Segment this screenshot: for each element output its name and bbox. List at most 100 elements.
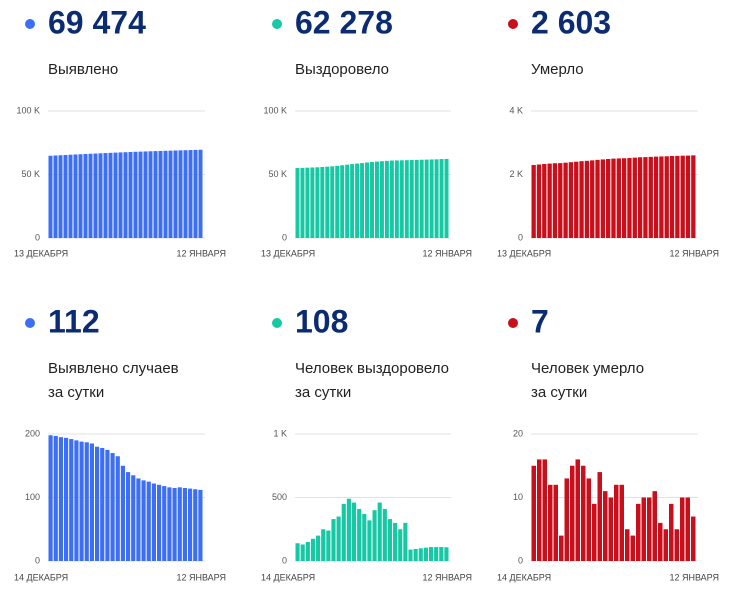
y-tick-label: 2 K <box>509 169 523 179</box>
bar <box>93 153 98 238</box>
x-tick-label: 14 ДЕКАБРЯ <box>261 572 315 582</box>
bar <box>669 503 674 561</box>
bar <box>444 158 449 238</box>
bar <box>118 152 123 238</box>
bar <box>335 165 340 238</box>
y-tick-label: 0 <box>35 232 40 242</box>
x-tick-label: 12 ЯНВАРЯ <box>176 248 226 258</box>
bar <box>579 161 584 238</box>
bar <box>178 150 183 238</box>
bar <box>659 156 664 238</box>
subtitle: за сутки <box>295 384 351 401</box>
x-tick-label: 13 ДЕКАБРЯ <box>497 248 551 258</box>
y-tick-label: 200 <box>25 428 40 438</box>
bar <box>89 443 94 561</box>
subtitle: Человек выздоровело <box>295 360 449 377</box>
bar <box>63 154 68 238</box>
bar <box>581 465 586 561</box>
bar <box>131 475 136 561</box>
bar <box>664 156 669 238</box>
bar <box>316 535 321 561</box>
y-tick-label: 100 K <box>16 105 40 115</box>
bar <box>404 160 409 238</box>
bar <box>636 503 641 561</box>
y-tick-label: 0 <box>518 232 523 242</box>
bar <box>153 151 158 238</box>
bar <box>637 157 643 238</box>
subtitle: Умерло <box>531 61 584 78</box>
y-tick-label: 0 <box>282 555 287 565</box>
bar <box>310 167 315 238</box>
bar <box>586 478 591 561</box>
subtitle: Выздоровело <box>295 61 389 78</box>
bar <box>295 543 300 561</box>
y-tick-label: 50 K <box>21 169 40 179</box>
bar <box>177 487 182 561</box>
bar <box>606 159 611 238</box>
bar <box>630 535 635 561</box>
bar <box>641 497 646 561</box>
bar <box>146 481 151 561</box>
bar <box>74 440 79 561</box>
bar <box>370 162 374 238</box>
bar <box>403 522 408 561</box>
bar <box>600 159 606 238</box>
subtitle: Выявлено <box>48 61 118 78</box>
bar <box>53 155 58 238</box>
y-tick-label: 4 K <box>509 105 523 115</box>
bar <box>647 497 652 561</box>
bar <box>372 510 377 561</box>
bar <box>419 159 424 238</box>
bar <box>98 153 103 238</box>
total-value: 7 <box>531 303 549 339</box>
bar <box>614 484 619 561</box>
bar <box>632 157 637 238</box>
bar <box>675 155 680 238</box>
bar <box>162 486 167 561</box>
subtitle: за сутки <box>48 384 104 401</box>
bar <box>83 153 88 238</box>
bar <box>310 538 316 561</box>
bar <box>658 522 663 561</box>
bar <box>350 164 355 238</box>
bar <box>590 160 595 238</box>
bar <box>345 164 350 238</box>
bar <box>365 162 370 238</box>
bar <box>423 547 428 561</box>
bar <box>382 508 387 561</box>
bar <box>424 159 429 238</box>
bar <box>374 161 379 238</box>
bar <box>379 161 384 238</box>
bar <box>183 150 188 238</box>
bar <box>193 489 198 561</box>
bar <box>158 150 163 238</box>
bar <box>126 472 131 561</box>
bar <box>320 166 325 238</box>
bar <box>389 160 394 238</box>
bar <box>48 155 53 238</box>
bar <box>120 465 125 561</box>
bar <box>553 484 558 561</box>
bar <box>568 162 574 238</box>
bar <box>680 155 685 238</box>
bar <box>141 480 146 561</box>
bar <box>88 153 93 238</box>
bar <box>300 544 305 561</box>
bar <box>592 503 597 561</box>
bar <box>394 160 399 238</box>
legend-dot <box>508 19 518 29</box>
y-tick-label: 100 <box>25 492 40 502</box>
bar <box>115 456 120 561</box>
bar <box>663 529 668 561</box>
bar <box>143 151 148 238</box>
bar <box>84 442 89 561</box>
bar <box>315 167 320 238</box>
bar <box>360 163 365 238</box>
bar <box>295 168 300 238</box>
total-value: 112 <box>48 303 100 339</box>
bar <box>434 159 439 238</box>
y-tick-label: 1 K <box>273 428 287 438</box>
legend-dot <box>25 318 35 328</box>
